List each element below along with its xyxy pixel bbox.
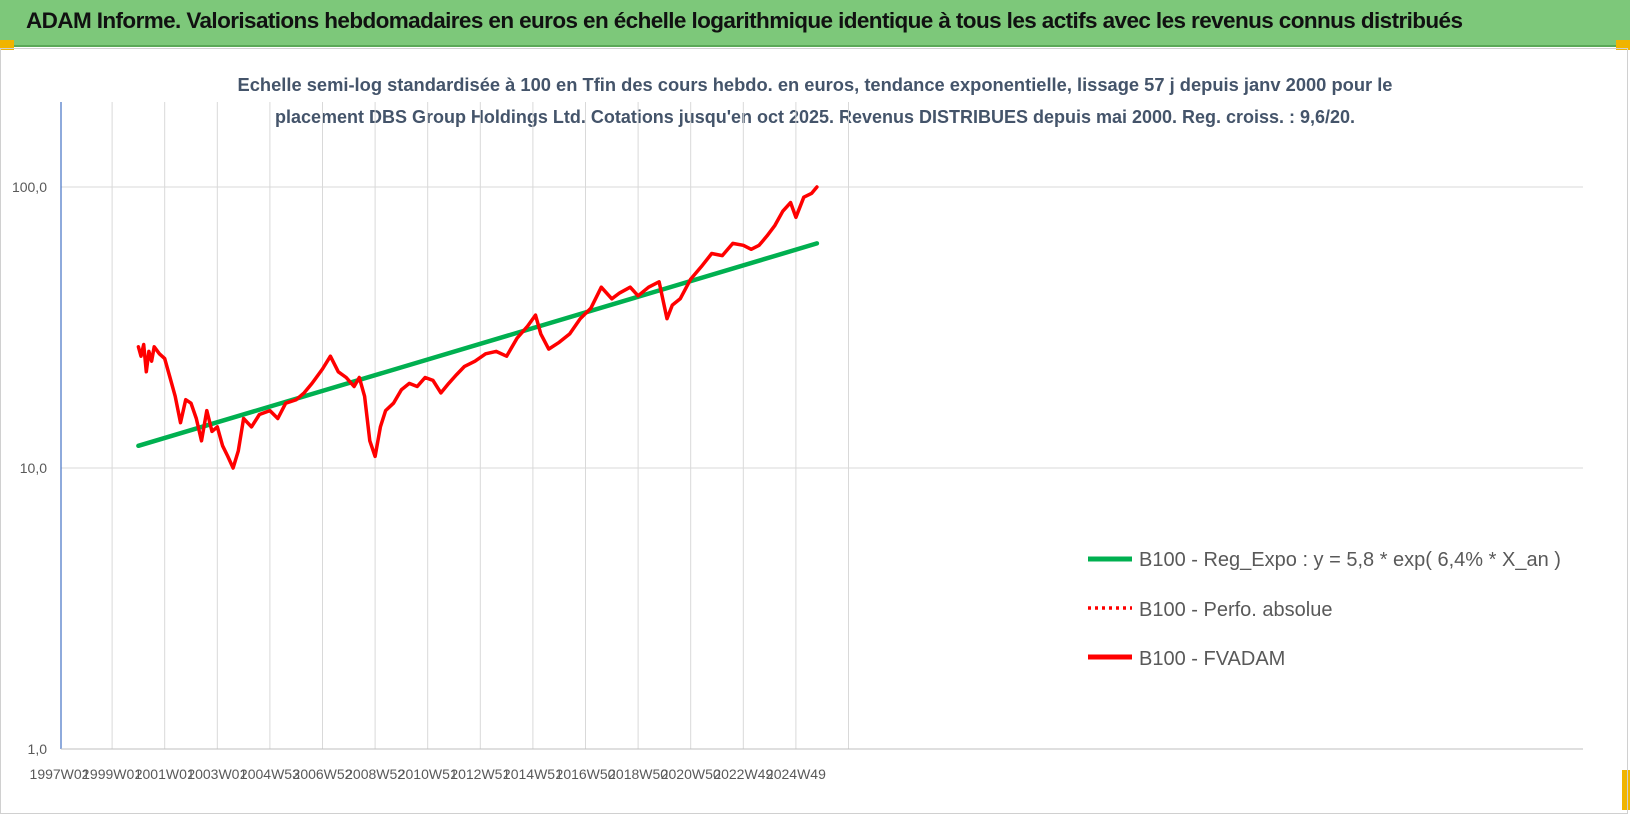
y-tick-label: 100,0 bbox=[12, 179, 47, 195]
corner-marker-top-right bbox=[1616, 40, 1630, 50]
x-tick-label: 2016W50 bbox=[556, 766, 616, 782]
axes bbox=[60, 102, 1583, 750]
chart-frame bbox=[0, 48, 1628, 814]
x-tick-label: 1997W02 bbox=[30, 766, 90, 782]
legend-label-regression: B100 - Reg_Expo : y = 5,8 * exp( 6,4% * … bbox=[1139, 549, 1561, 571]
gridlines bbox=[61, 102, 1583, 750]
x-tick-label: 2006W52 bbox=[293, 766, 353, 782]
legend: B100 - Reg_Expo : y = 5,8 * exp( 6,4% * … bbox=[1088, 549, 1561, 670]
x-tick-label: 2001W01 bbox=[135, 766, 195, 782]
series-layer bbox=[136, 185, 820, 470]
x-tick-label: 2024W49 bbox=[766, 766, 826, 782]
chart-subtitle-line-1: Echelle semi-log standardisée à 100 en T… bbox=[238, 74, 1393, 95]
x-tick-label: 2008W52 bbox=[345, 766, 405, 782]
corner-marker-top-left bbox=[0, 40, 14, 50]
legend-label-fvadam: B100 - FVADAM bbox=[1139, 648, 1285, 670]
x-tick-label: 2010W51 bbox=[398, 766, 458, 782]
x-tick-label: 2003W01 bbox=[187, 766, 247, 782]
x-tick-label: 2022W49 bbox=[713, 766, 773, 782]
y-tick-label: 10,0 bbox=[20, 460, 47, 476]
y-tick-label: 1,0 bbox=[28, 741, 48, 757]
legend-label-perf: B100 - Perfo. absolue bbox=[1139, 599, 1332, 621]
x-tick-label: 2014W51 bbox=[503, 766, 563, 782]
x-tick-label: 2012W51 bbox=[450, 766, 510, 782]
header-bar: ADAM Informe. Valorisations hebdomadaire… bbox=[0, 0, 1630, 47]
x-tick-label: 2020W50 bbox=[661, 766, 721, 782]
series-line-fvadam bbox=[136, 185, 819, 470]
x-tick-label: 1999W01 bbox=[82, 766, 142, 782]
tick-labels: 1,0 10,0 100,0 1997W021999W012001W012003W01… bbox=[12, 179, 826, 782]
chart-subtitle-line-2: placement DBS Group Holdings Ltd. Cotati… bbox=[275, 106, 1355, 127]
x-tick-label: 2018W50 bbox=[608, 766, 668, 782]
page-title: ADAM Informe. Valorisations hebdomadaire… bbox=[26, 8, 1463, 33]
corner-marker-bottom-right bbox=[1622, 770, 1630, 810]
series-line-regression bbox=[136, 241, 820, 449]
x-tick-label: 2004W53 bbox=[240, 766, 300, 782]
